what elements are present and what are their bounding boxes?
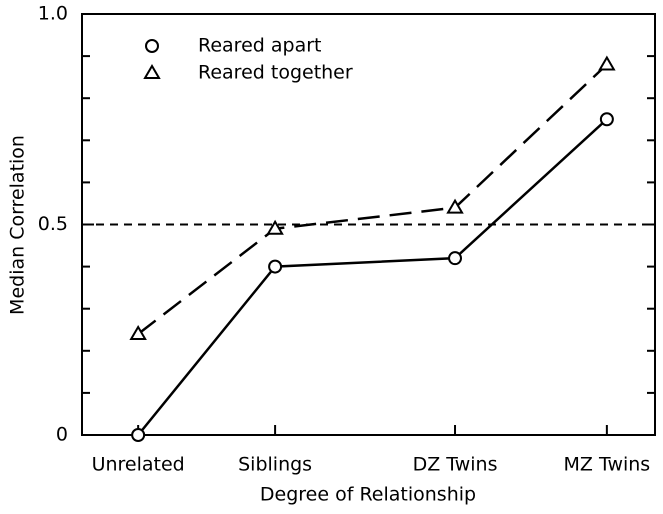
marker-triangle xyxy=(446,198,464,214)
series-line xyxy=(137,63,608,335)
y-axis-label: Median Correlation xyxy=(7,135,29,315)
x-tick-label: MZ Twins xyxy=(564,454,651,476)
marker-triangle xyxy=(143,64,161,79)
y-tick-label: 0 xyxy=(56,424,68,446)
x-tick-label: Siblings xyxy=(238,454,312,476)
legend-label: Reared apart xyxy=(198,35,321,57)
marker-triangle xyxy=(129,324,147,340)
marker-circle xyxy=(131,428,146,442)
y-tick-label: 1.0 xyxy=(38,3,68,25)
marker-circle xyxy=(268,259,283,274)
marker-circle xyxy=(448,251,463,266)
marker-circle xyxy=(145,39,159,53)
series-line xyxy=(137,118,608,436)
x-axis-label: Degree of Relationship xyxy=(260,484,476,506)
marker-triangle xyxy=(266,219,284,235)
marker-triangle xyxy=(598,55,616,71)
x-tick-label: DZ Twins xyxy=(413,454,498,476)
x-tick-label: Unrelated xyxy=(92,454,185,476)
marker-circle xyxy=(599,112,614,127)
y-tick-label: 0.5 xyxy=(38,213,68,235)
legend-label: Reared together xyxy=(198,62,353,84)
